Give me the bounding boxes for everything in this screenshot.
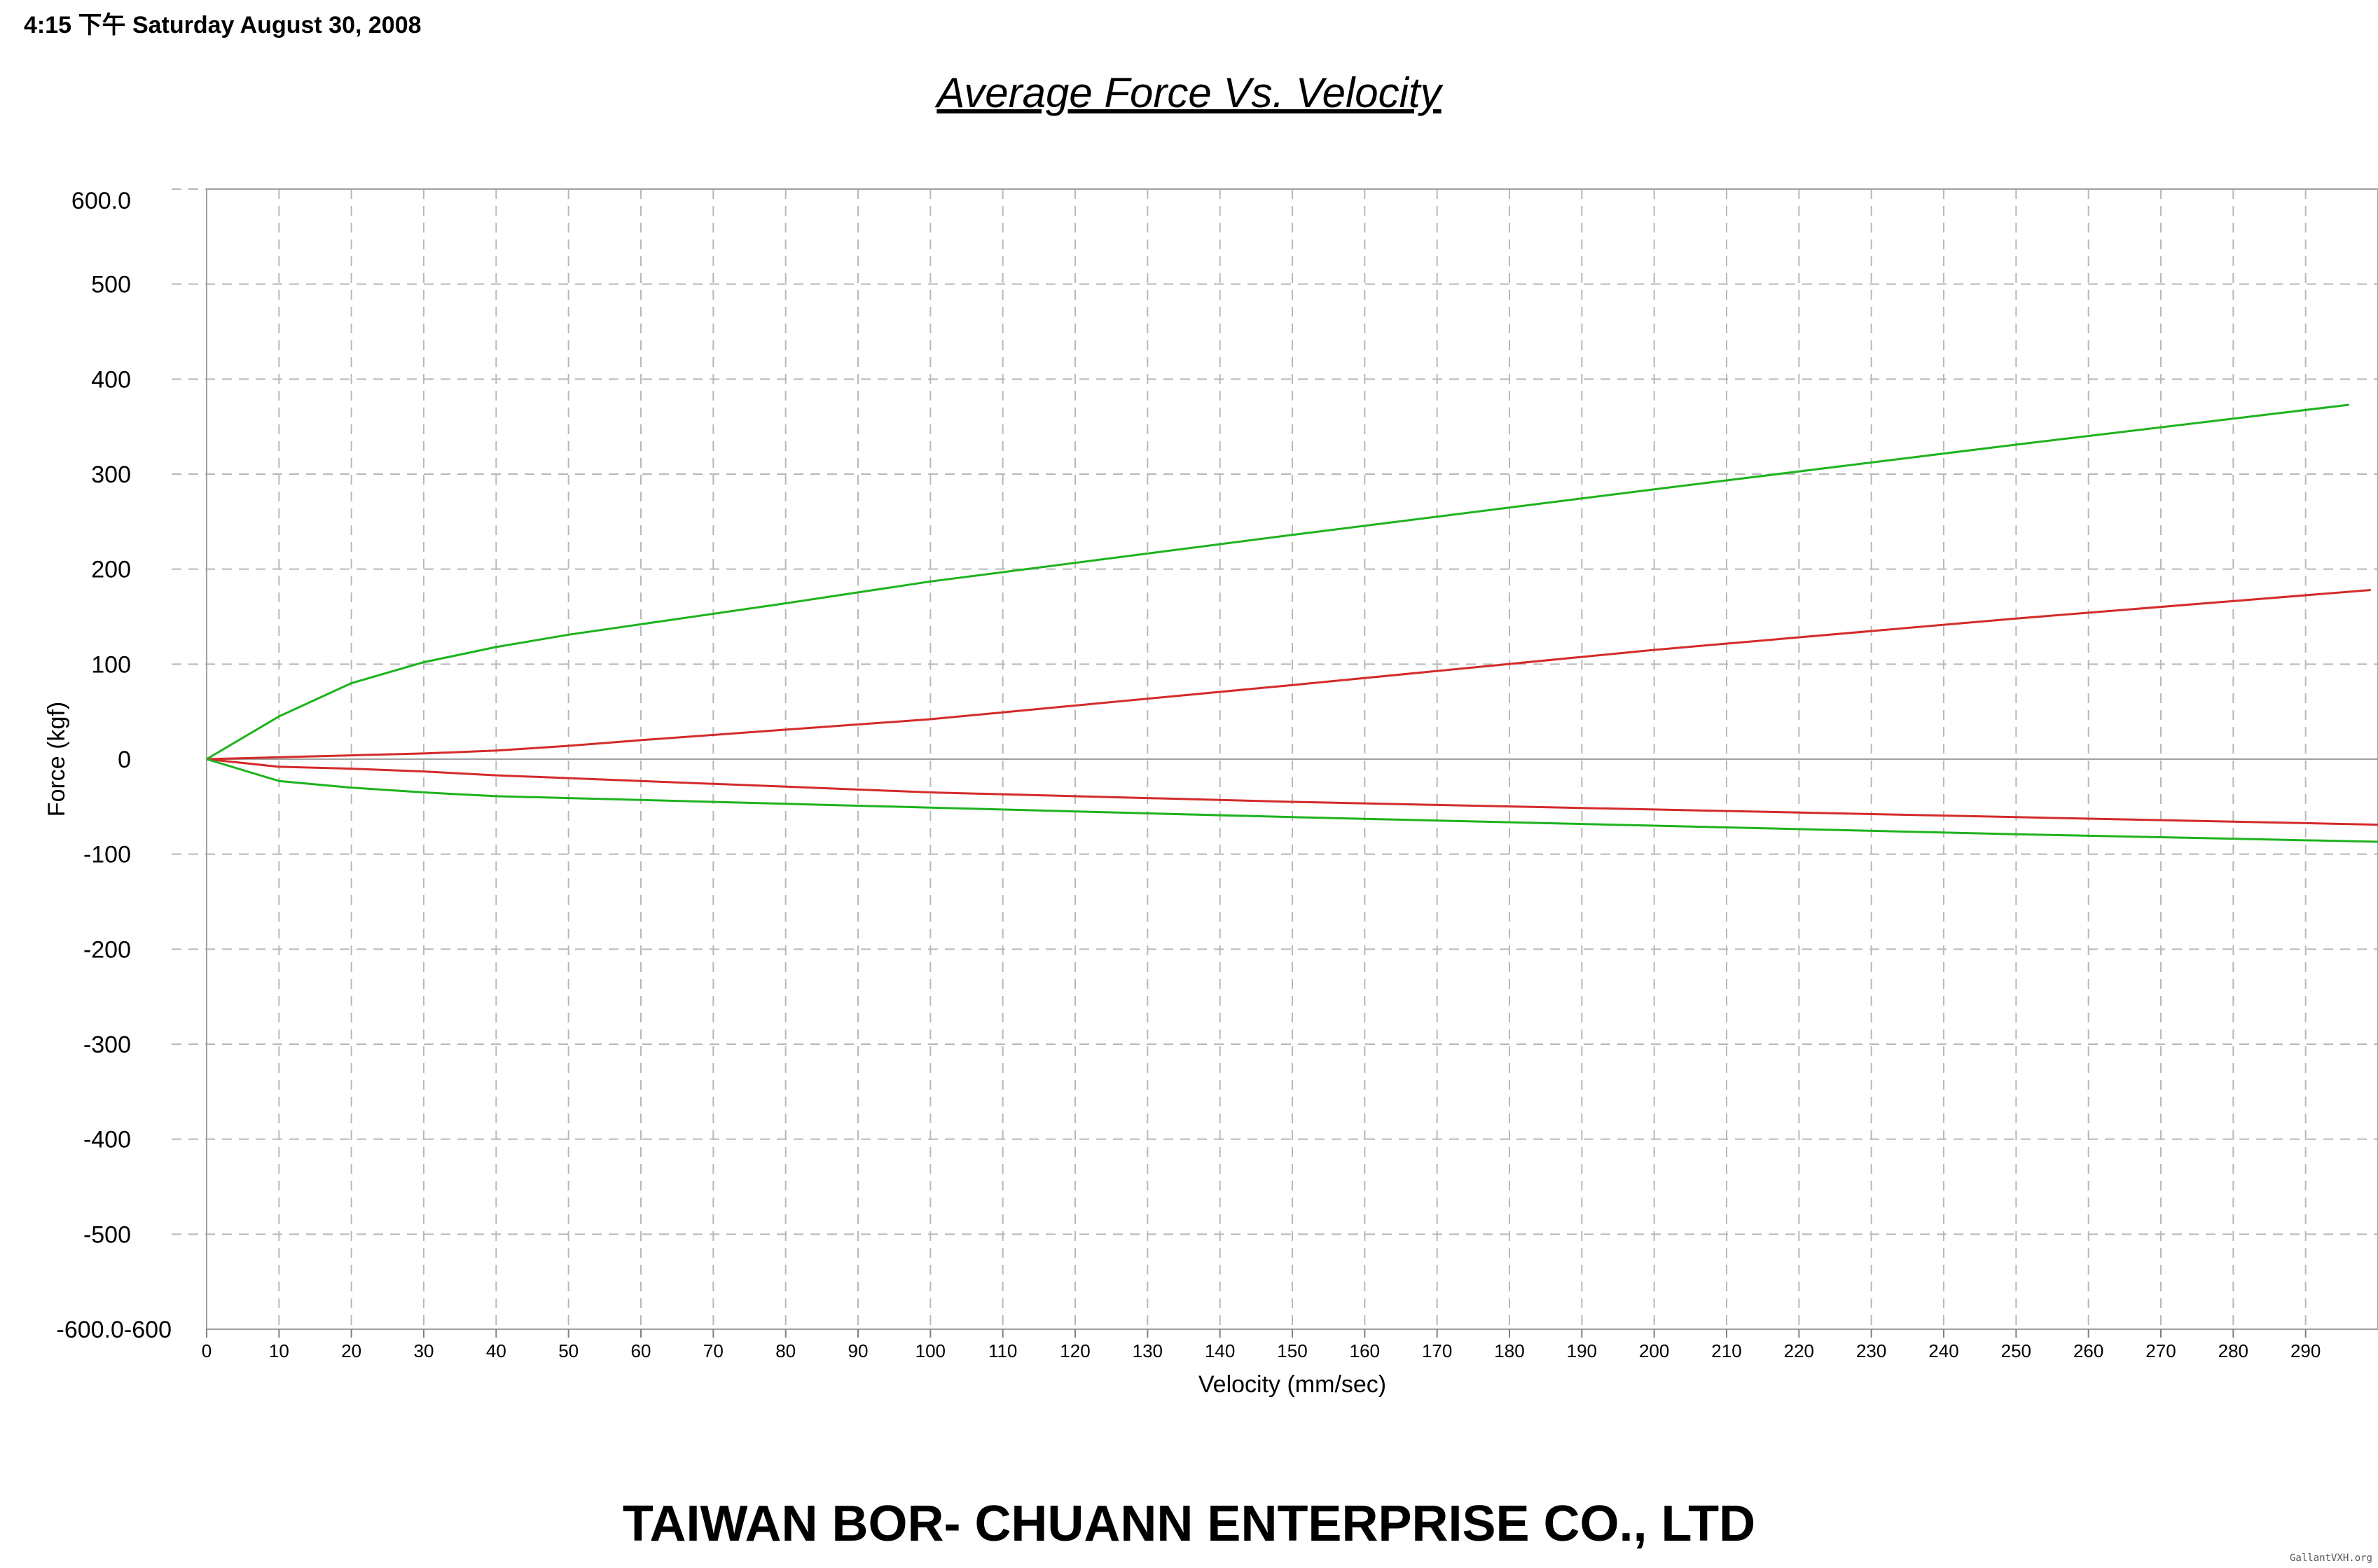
x-tick-label: 200 (1639, 1340, 1669, 1361)
series-layer (206, 403, 2378, 843)
x-tick-label: 250 (2001, 1340, 2031, 1361)
series-line-3 (206, 758, 2378, 826)
x-tick-label: 240 (1928, 1340, 1958, 1361)
x-tick-label: 170 (1422, 1340, 1452, 1361)
company-name: TAIWAN BOR- CHUANN ENTERPRISE CO., LTD (622, 1496, 1756, 1552)
x-tick-label: 130 (1133, 1340, 1163, 1361)
y-tick-label: -600.0-600 (57, 1317, 172, 1343)
x-tick-label: 230 (1856, 1340, 1886, 1361)
y-tick-label: 400 (91, 366, 131, 393)
x-tick-label: 60 (631, 1340, 651, 1361)
x-tick-label: 30 (414, 1340, 434, 1361)
x-tick-label: 270 (2145, 1340, 2176, 1361)
x-tick-label: 0 (202, 1340, 212, 1361)
x-tick-label: 190 (1567, 1340, 1597, 1361)
x-tick-label: 100 (915, 1340, 946, 1361)
grid-lines (172, 188, 2378, 1329)
x-axis-label: Velocity (mm/sec) (1198, 1371, 1386, 1398)
x-tick-label: 280 (2218, 1340, 2248, 1361)
y-tick-label: 500 (91, 272, 131, 298)
x-tick-label: 260 (2073, 1340, 2103, 1361)
y-tick-label: 200 (91, 557, 131, 583)
y-tick-label: -400 (83, 1127, 131, 1153)
timestamp: 4:15 下午 Saturday August 30, 2008 (24, 12, 422, 39)
x-tick-label: 20 (341, 1340, 361, 1361)
x-tick-label: 120 (1060, 1340, 1090, 1361)
x-tick-label: 210 (1711, 1340, 1741, 1361)
x-tick-label: 50 (558, 1340, 579, 1361)
y-tick-label: 100 (91, 651, 131, 678)
y-tick-label: 0 (118, 747, 131, 773)
chart-title: Average Force Vs. Velocity (936, 69, 1442, 116)
x-tick-label: 70 (703, 1340, 724, 1361)
y-tick-label: 300 (91, 462, 131, 488)
y-tick-label: 600.0 (71, 188, 131, 214)
x-tick-label: 90 (848, 1340, 869, 1361)
x-tick-label: 40 (486, 1340, 506, 1361)
series-line-4 (206, 758, 2378, 843)
x-tick-label: 10 (269, 1340, 289, 1361)
series-line-2 (206, 589, 2371, 761)
x-tick-label: 150 (1277, 1340, 1307, 1361)
y-tick-label: -300 (83, 1032, 131, 1058)
watermark: GallantVXH.org (2289, 1553, 2372, 1564)
x-tick-label: 140 (1205, 1340, 1235, 1361)
y-tick-label: -200 (83, 936, 131, 963)
tick-labels: 0 10 20 30 40 50 60 70 80 90 100 110 120 130 140 150 160… (57, 188, 2321, 1361)
x-tick-label: 180 (1494, 1340, 1524, 1361)
x-tick-label: 80 (775, 1340, 796, 1361)
series-line-1 (206, 403, 2349, 761)
x-tick-label: 220 (1784, 1340, 1814, 1361)
y-tick-label: -100 (83, 842, 131, 868)
y-axis-label: Force (kgf) (43, 702, 70, 817)
x-tick-label: 160 (1350, 1340, 1380, 1361)
x-tick-label: 290 (2290, 1340, 2321, 1361)
x-tick-label: 110 (988, 1340, 1017, 1361)
y-tick-label: -500 (83, 1221, 131, 1248)
